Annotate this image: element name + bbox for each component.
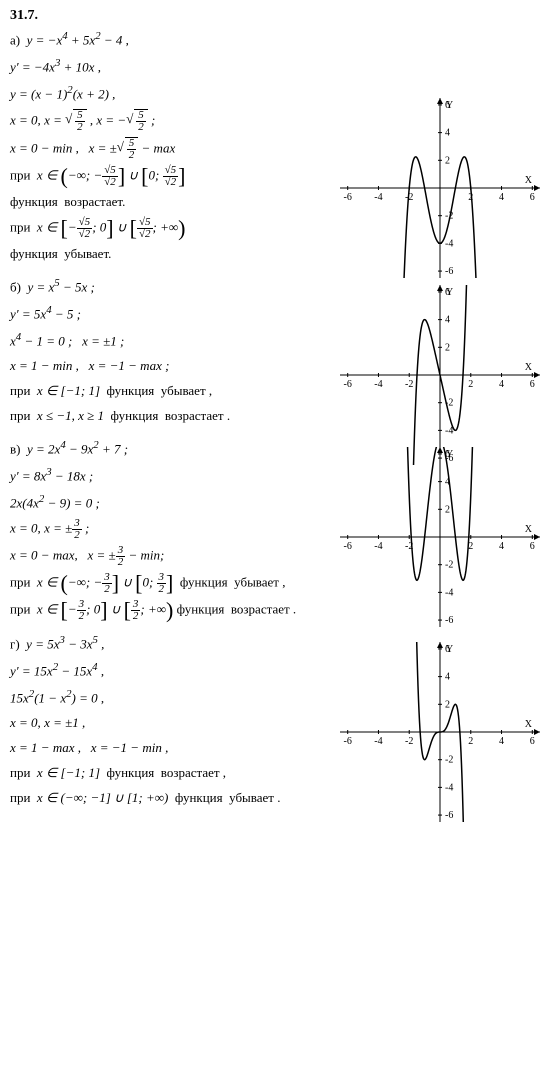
line: x = 1 − min , x = −1 − max ;: [10, 356, 340, 377]
line: функция убывает.: [10, 244, 340, 265]
svg-text:-4: -4: [445, 782, 453, 793]
part-a-lines: а) y = −x4 + 5x2 − 4 , y′ = −4x3 + 10x ,…: [10, 28, 340, 265]
svg-text:2: 2: [445, 699, 450, 710]
problem-number: 31.7.: [10, 8, 540, 24]
svg-text:4: 4: [499, 736, 504, 747]
part-b-lines: б) y = x5 − 5x ; y′ = 5x4 − 5 ; x4 − 1 =…: [10, 275, 340, 427]
line: при x ∈ [−1; 1] функция возрастает ,: [10, 763, 340, 784]
line: при x ≤ −1, x ≥ 1 функция возрастает .: [10, 406, 340, 427]
svg-text:-2: -2: [445, 559, 453, 570]
svg-text:Y: Y: [446, 449, 453, 460]
part-b: -6-4-2246-6-4-2246XY б) y = x5 − 5x ; y′…: [10, 275, 540, 427]
line: при x ∈ (−∞; −√5√2] ∪ [0; √5√2]: [10, 165, 340, 188]
svg-text:-6: -6: [344, 541, 352, 552]
svg-text:4: 4: [499, 379, 504, 390]
svg-text:Y: Y: [446, 287, 453, 298]
line: y′ = −4x3 + 10x ,: [10, 55, 340, 78]
svg-text:2: 2: [445, 155, 450, 166]
line: 15x2(1 − x2) = 0 ,: [10, 686, 340, 709]
line: x = 0, x = ±1 ,: [10, 713, 340, 734]
svg-text:-4: -4: [374, 736, 382, 747]
svg-text:Y: Y: [446, 644, 453, 655]
svg-text:-2: -2: [445, 755, 453, 766]
svg-text:-2: -2: [405, 736, 413, 747]
svg-text:X: X: [525, 719, 533, 730]
chart-a: -6-4-2246-6-4-2246XY: [340, 98, 540, 278]
part-a: -6-4-2246-6-4-2246XY а) y = −x4 + 5x2 − …: [10, 28, 540, 265]
line: при x ∈ [−√5√2; 0] ∪ [√5√2; +∞): [10, 217, 340, 240]
svg-text:-6: -6: [344, 379, 352, 390]
line: при x ∈ (−∞; −1] ∪ [1; +∞) функция убыва…: [10, 788, 340, 809]
chart-c-svg: -6-4-2246-6-4-2246XY: [340, 447, 540, 627]
line: x = 0, x = 52 , x = −52 ;: [10, 109, 340, 133]
chart-d-svg: -6-4-2246-6-4-2246XY: [340, 642, 540, 822]
chart-d: -6-4-2246-6-4-2246XY: [340, 642, 540, 822]
svg-text:2: 2: [468, 736, 473, 747]
svg-text:-4: -4: [374, 379, 382, 390]
svg-text:-4: -4: [374, 541, 382, 552]
svg-text:-6: -6: [344, 736, 352, 747]
svg-text:6: 6: [530, 379, 535, 390]
line: y′ = 8x3 − 18x ;: [10, 464, 340, 487]
svg-text:4: 4: [445, 315, 450, 326]
svg-text:6: 6: [530, 192, 535, 203]
part-c: -6-4-2246-6-4-2246XY в) y = 2x4 − 9x2 + …: [10, 437, 540, 622]
line: y′ = 15x2 − 15x4 ,: [10, 659, 340, 682]
svg-text:4: 4: [445, 672, 450, 683]
svg-text:2: 2: [468, 379, 473, 390]
line: x = 0 − min , x = ±52 − max: [10, 137, 340, 161]
line: функция возрастает.: [10, 192, 340, 213]
svg-text:-4: -4: [445, 238, 453, 249]
line: б) y = x5 − 5x ;: [10, 275, 340, 298]
line: при x ∈ (−∞; −32] ∪ [0; 32] функция убыв…: [10, 572, 340, 595]
line: при x ∈ [−1; 1] функция убывает ,: [10, 381, 340, 402]
line: x = 1 − max , x = −1 − min ,: [10, 738, 340, 759]
svg-text:X: X: [525, 524, 533, 535]
svg-text:6: 6: [530, 736, 535, 747]
svg-text:Y: Y: [446, 100, 453, 111]
svg-text:4: 4: [499, 541, 504, 552]
line: г) y = 5x3 − 3x5 ,: [10, 632, 340, 655]
part-c-lines: в) y = 2x4 − 9x2 + 7 ; y′ = 8x3 − 18x ; …: [10, 437, 340, 622]
line: а) y = −x4 + 5x2 − 4 ,: [10, 28, 340, 51]
svg-text:X: X: [525, 175, 533, 186]
line: при x ∈ [−32; 0] ∪ [32; +∞) функция возр…: [10, 599, 340, 622]
chart-a-svg: -6-4-2246-6-4-2246XY: [340, 98, 540, 278]
svg-text:-4: -4: [445, 587, 453, 598]
svg-text:-6: -6: [344, 192, 352, 203]
svg-text:-6: -6: [445, 810, 453, 821]
line: x = 0, x = ±32 ;: [10, 518, 340, 541]
svg-text:6: 6: [530, 541, 535, 552]
line: 2x(4x2 − 9) = 0 ;: [10, 491, 340, 514]
line: y = (x − 1)2(x + 2) ,: [10, 82, 340, 105]
part-d: -6-4-2246-6-4-2246XY г) y = 5x3 − 3x5 , …: [10, 632, 540, 809]
line: x4 − 1 = 0 ; x = ±1 ;: [10, 329, 340, 352]
svg-text:4: 4: [445, 128, 450, 139]
part-d-lines: г) y = 5x3 − 3x5 , y′ = 15x2 − 15x4 , 15…: [10, 632, 340, 809]
svg-text:X: X: [525, 362, 533, 373]
svg-text:-6: -6: [445, 615, 453, 626]
svg-text:-4: -4: [374, 192, 382, 203]
svg-text:2: 2: [445, 504, 450, 515]
svg-text:4: 4: [499, 192, 504, 203]
svg-text:2: 2: [445, 342, 450, 353]
line: x = 0 − max, x = ±32 − min;: [10, 545, 340, 568]
svg-text:-2: -2: [405, 379, 413, 390]
line: y′ = 5x4 − 5 ;: [10, 302, 340, 325]
line: в) y = 2x4 − 9x2 + 7 ;: [10, 437, 340, 460]
chart-c: -6-4-2246-6-4-2246XY: [340, 447, 540, 627]
